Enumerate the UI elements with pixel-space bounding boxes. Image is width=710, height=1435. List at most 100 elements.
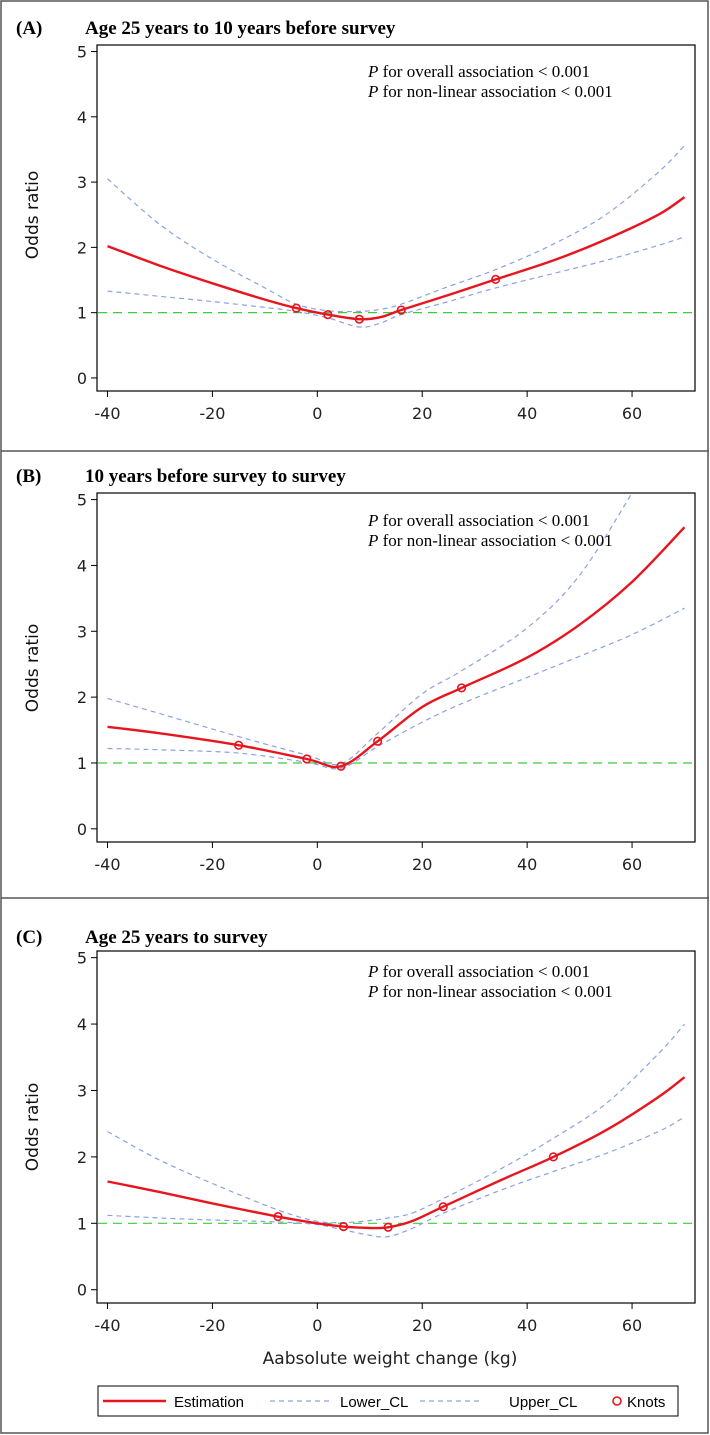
panel-a-annotation-2-p: P xyxy=(367,82,378,101)
panel-c-xtick-label: 0 xyxy=(312,1316,322,1335)
panel-a-knot xyxy=(323,310,333,320)
panel-b-knot xyxy=(456,683,467,693)
legend-knots-marker xyxy=(612,1396,622,1406)
x-axis-label: Aabsolute weight change (kg) xyxy=(263,1349,518,1369)
panel-c-xtick-label: 20 xyxy=(412,1316,432,1335)
panel-a-knot xyxy=(354,314,364,324)
panel-c-xtick-label: 40 xyxy=(517,1316,537,1335)
panel-a-series-upper-cl xyxy=(107,145,685,313)
panel-a-xtick-label: 40 xyxy=(517,404,537,423)
panel-a: (A) Age 25 years to 10 years before surv… xyxy=(16,18,696,423)
panel-a-annotation-1: P for overall association < 0.001 xyxy=(367,62,590,81)
panel-c-knot xyxy=(338,1222,349,1232)
panel-b-xtick-label: -20 xyxy=(199,855,225,874)
panel-a-marks: 0 1 2 3 4 5 -40 -20 0 20 40 60 xyxy=(77,43,694,423)
panel-c-annotation-1-p: P xyxy=(367,962,378,981)
panel-b-ytick-label: 0 xyxy=(77,820,87,839)
panel-c-title: Age 25 years to survey xyxy=(85,927,268,948)
panel-a-annotation-1-p: P xyxy=(367,62,378,81)
panel-c-series-estimation xyxy=(107,1076,686,1230)
panel-b-annotation-2: P for non-linear association < 0.001 xyxy=(367,531,613,550)
panel-b-annotation-2-text: for non-linear association < 0.001 xyxy=(378,531,612,550)
panel-a-xtick-label: -40 xyxy=(94,404,120,423)
panel-a-xtick-label: 60 xyxy=(622,404,642,423)
panel-b-ytick-label: 5 xyxy=(77,491,87,510)
panel-a-ytick-label: 3 xyxy=(77,173,87,192)
panel-a-series-estimation xyxy=(107,196,686,321)
legend: Estimation Lower_CL Upper_CL Knots xyxy=(97,1385,679,1417)
legend-estimation-label: Estimation xyxy=(174,1394,244,1411)
panel-c-knot xyxy=(438,1202,448,1212)
panel-a-knot xyxy=(491,274,501,284)
panel-a-annotation-2: P for non-linear association < 0.001 xyxy=(367,82,613,101)
panel-c-marks: 0 1 2 3 4 5 -40 -20 0 20 40 60 xyxy=(77,949,694,1335)
panel-a-label: (A) xyxy=(16,18,42,39)
panel-b-annotation-2-p: P xyxy=(367,531,378,550)
panel-a-ytick-label: 4 xyxy=(77,108,87,127)
panel-c-knot xyxy=(383,1222,393,1232)
panel-a-ytick-label: 5 xyxy=(77,43,87,62)
panel-a-series-lower-cl xyxy=(107,236,685,328)
panel-a-annotation-1-text: for overall association < 0.001 xyxy=(378,62,590,81)
panel-b-marks: 0 1 2 3 4 5 -40 -20 0 20 40 60 xyxy=(77,491,694,874)
panel-c-xtick-label: -40 xyxy=(94,1316,120,1335)
panel-a-ylabel: Odds ratio xyxy=(23,171,43,259)
panel-b-ytick-label: 3 xyxy=(77,622,87,641)
panel-a-ytick-label: 2 xyxy=(77,238,87,257)
panel-c-ytick-label: 2 xyxy=(77,1148,87,1167)
panel-b-series-estimation xyxy=(107,526,686,769)
panel-a-annotation-2-text: for non-linear association < 0.001 xyxy=(378,82,612,101)
panel-b-ytick-label: 1 xyxy=(77,754,87,773)
panel-b-xtick-label: -40 xyxy=(94,855,120,874)
panel-c-series-upper-cl xyxy=(107,1023,685,1224)
panel-b-ytick-label: 2 xyxy=(77,688,87,707)
panel-b-xtick-label: 60 xyxy=(622,855,642,874)
panel-b-label: (B) xyxy=(16,466,41,487)
panel-c-annotation-1: P for overall association < 0.001 xyxy=(367,962,590,981)
panel-b-xtick-label: 0 xyxy=(312,855,322,874)
panel-b-title: 10 years before survey to survey xyxy=(85,466,346,487)
panel-c-knot xyxy=(548,1152,558,1162)
panel-a-xtick-label: -20 xyxy=(199,404,225,423)
panel-b-annotation-1-text: for overall association < 0.001 xyxy=(378,511,590,530)
panel-b-ytick-label: 4 xyxy=(77,556,87,575)
panel-a-ytick-label: 1 xyxy=(77,304,87,323)
panel-c-ylabel: Odds ratio xyxy=(23,1083,43,1171)
panel-b-annotation-1: P for overall association < 0.001 xyxy=(367,511,590,530)
panel-a-xtick-label: 0 xyxy=(312,404,322,423)
panel-c-ytick-label: 4 xyxy=(77,1015,87,1034)
legend-upper-label: Upper_CL xyxy=(509,1394,577,1411)
panel-a-knot xyxy=(396,305,406,315)
panel-b-knot xyxy=(336,761,346,771)
panel-b-xtick-label: 40 xyxy=(517,855,537,874)
legend-box xyxy=(97,1385,679,1417)
panel-b-knot xyxy=(302,754,312,764)
panel-c-ytick-label: 0 xyxy=(77,1281,87,1300)
panel-c-ytick-label: 5 xyxy=(77,949,87,968)
legend-knots-label: Knots xyxy=(627,1394,665,1411)
panel-b-xtick-label: 20 xyxy=(412,855,432,874)
legend-lower-label: Lower_CL xyxy=(340,1394,408,1411)
panel-c-ytick-label: 3 xyxy=(77,1081,87,1100)
panel-c-label: (C) xyxy=(16,927,42,948)
panel-a-xtick-label: 20 xyxy=(412,404,432,423)
panel-c-annotation-1-text: for overall association < 0.001 xyxy=(378,962,590,981)
panel-c-series-lower-cl xyxy=(107,1116,685,1238)
panel-c: (C) Age 25 years to survey Odds ratio 0 1… xyxy=(16,927,696,1335)
panel-b-ylabel: Odds ratio xyxy=(23,624,43,712)
panel-b-annotation-1-p: P xyxy=(367,511,378,530)
panel-c-xtick-label: 60 xyxy=(622,1316,642,1335)
panel-c-plot-area xyxy=(96,950,696,1304)
panel-b-series-upper-cl xyxy=(107,493,633,766)
panel-c-annotation-2-p: P xyxy=(367,982,378,1001)
panel-b: (B) 10 years before survey to survey Odd… xyxy=(16,466,696,874)
panel-a-knot xyxy=(291,303,301,313)
panel-a-plot-area xyxy=(96,44,696,392)
panel-b-knot xyxy=(234,740,244,750)
panel-b-series-lower-cl xyxy=(107,607,685,770)
panel-a-ytick-label: 0 xyxy=(77,369,87,388)
panel-c-annotation-2: P for non-linear association < 0.001 xyxy=(367,982,613,1001)
panel-a-title: Age 25 years to 10 years before survey xyxy=(85,18,396,39)
